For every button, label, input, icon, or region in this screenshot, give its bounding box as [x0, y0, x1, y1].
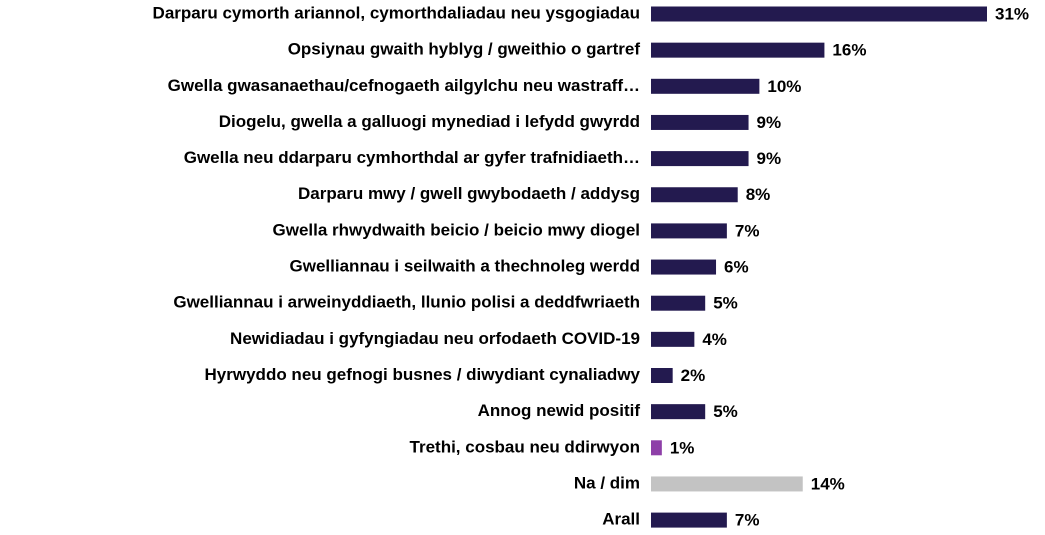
- bar: [651, 42, 825, 58]
- category-label: Opsiynau gwaith hyblyg / gweithio o gart…: [288, 40, 641, 59]
- bar: [651, 78, 760, 94]
- value-label: 10%: [767, 77, 801, 96]
- category-label: Na / dim: [574, 473, 640, 492]
- bar: [651, 512, 727, 528]
- value-label: 5%: [713, 402, 738, 421]
- category-label: Gwella gwasanaethau/cefnogaeth ailgylchu…: [168, 76, 640, 95]
- bar: [651, 114, 749, 130]
- category-label: Trethi, cosbau neu ddirwyon: [410, 437, 640, 456]
- value-label: 14%: [811, 474, 845, 493]
- value-label: 16%: [832, 41, 866, 60]
- category-label: Darparu mwy / gwell gwybodaeth / addysg: [298, 184, 640, 203]
- category-label: Arall: [602, 510, 640, 529]
- category-label: Gwelliannau i arweinyddiaeth, llunio pol…: [173, 293, 640, 312]
- bar: [651, 223, 727, 239]
- value-label: 9%: [757, 149, 782, 168]
- value-label: 9%: [757, 113, 782, 132]
- value-label: 8%: [746, 185, 771, 204]
- category-label: Gwella neu ddarparu cymhorthdal ar gyfer…: [184, 148, 640, 167]
- value-label: 5%: [713, 294, 738, 313]
- bar: [651, 187, 738, 203]
- value-label: 1%: [670, 438, 695, 457]
- value-label: 4%: [702, 330, 727, 349]
- bar: [651, 368, 673, 383]
- value-label: 7%: [735, 221, 760, 240]
- bar: [651, 476, 803, 492]
- bar: [651, 259, 717, 275]
- value-label: 7%: [735, 511, 760, 530]
- bar: [651, 404, 706, 420]
- category-label: Darparu cymorth ariannol, cymorthdaliada…: [153, 3, 640, 22]
- category-label: Newidiadau i gyfyngiadau neu orfodaeth C…: [230, 329, 640, 348]
- category-label: Gwelliannau i seilwaith a thechnoleg wer…: [290, 257, 640, 276]
- value-label: 2%: [681, 366, 706, 385]
- category-label: Gwella rhwydwaith beicio / beicio mwy di…: [273, 220, 640, 239]
- bar: [651, 6, 987, 22]
- bar: [651, 331, 695, 347]
- value-label: 6%: [724, 258, 749, 277]
- bar: [651, 295, 706, 311]
- category-label: Diogelu, gwella a galluogi mynediad i le…: [219, 112, 640, 131]
- category-label: Annog newid positif: [478, 401, 641, 420]
- category-label: Hyrwyddo neu gefnogi busnes / diwydiant …: [205, 365, 641, 384]
- bar: [651, 440, 662, 456]
- value-label: 31%: [995, 4, 1029, 23]
- bar: [651, 151, 749, 167]
